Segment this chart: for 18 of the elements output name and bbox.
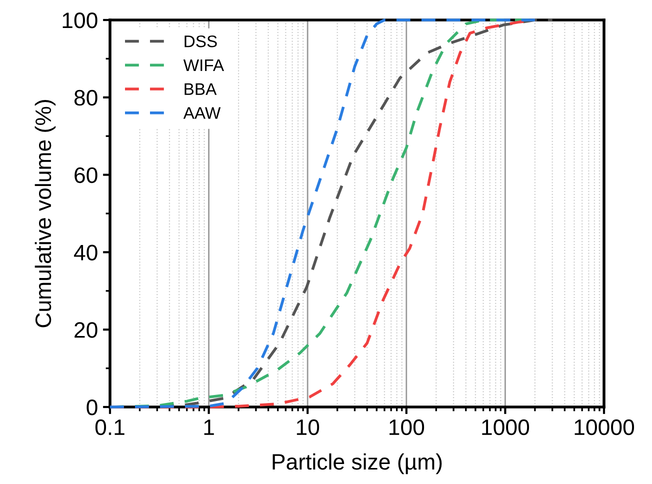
- x-tick-label: 10000: [574, 419, 634, 436]
- x-tick-label: 1: [204, 420, 214, 435]
- y-tick-label: 80: [74, 90, 98, 106]
- y-tick-label: 100: [62, 12, 98, 28]
- legend-label: DSS: [184, 35, 217, 48]
- y-axis-title: Cumulative volume (%): [34, 100, 56, 328]
- x-tick-label: 0.1: [95, 419, 124, 436]
- x-tick-label: 100: [390, 419, 424, 436]
- y-tick-label: 60: [74, 167, 98, 184]
- legend-label: AAW: [183, 107, 221, 119]
- y-tick-label: 40: [74, 244, 98, 260]
- x-tick-label: 1000: [482, 419, 530, 436]
- y-tick-label: 0: [86, 400, 98, 416]
- y-tick-label: 20: [74, 322, 98, 338]
- legend-label: BBA: [184, 83, 217, 95]
- x-axis-title: Particle size (µm): [272, 453, 442, 474]
- x-tick-label: 10: [296, 419, 320, 436]
- legend-label: WIFA: [183, 59, 224, 71]
